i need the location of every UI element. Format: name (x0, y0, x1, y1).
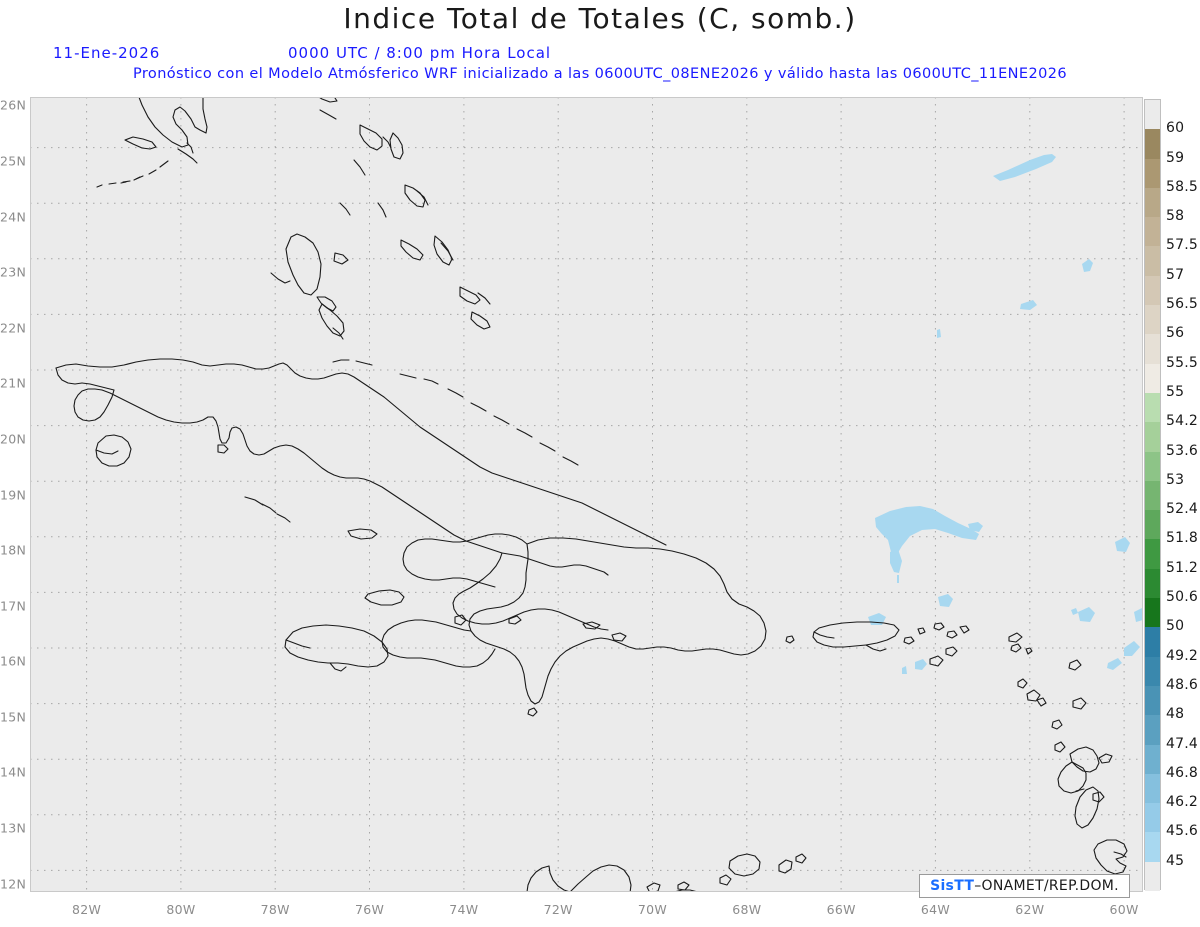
colorbar-tick-label: 55.5 (1166, 354, 1198, 371)
page-title: Indice Total de Totales (C, somb.) (343, 2, 857, 35)
colorbar-segment (1145, 187, 1160, 218)
x-axis-tick-label: 62W (1015, 902, 1045, 917)
x-axis-tick-label: 78W (260, 902, 290, 917)
colorbar-segment (1145, 246, 1160, 276)
y-axis-tick-label: 13N (0, 820, 27, 836)
colorbar-segment (1145, 451, 1160, 481)
y-axis-tick-label: 17N (0, 598, 27, 614)
y-axis-labels: 26N 25N 24N 23N 22N 21N 20N 19N 18N 17N 16N 15N 14N 1… (0, 0, 30, 927)
colorbar-segment (1145, 510, 1160, 540)
x-axis-tick-label: 64W (920, 902, 951, 917)
colorbar-segment (1145, 773, 1160, 804)
y-axis-tick-label: 18N (0, 542, 27, 558)
x-axis-tick-label: 76W (354, 902, 385, 917)
y-axis-tick-label: 20N (0, 431, 27, 447)
colorbar-tick-label: 51.2 (1166, 559, 1198, 576)
y-axis-tick-label: 22N (0, 320, 27, 336)
colorbar-segment (1145, 158, 1160, 188)
colorbar-tick-label: 53.6 (1166, 442, 1198, 459)
colorbar-segment (1145, 744, 1160, 774)
x-axis-tick-label: 80W (166, 902, 196, 917)
colorbar-segment (1145, 363, 1160, 393)
colorbar-segment (1145, 568, 1160, 599)
colorbar-segment (1145, 627, 1160, 657)
y-axis-tick-label: 24N (0, 209, 27, 225)
colorbar-tick-label: 56 (1166, 325, 1185, 342)
colorbar-tick-label: 55 (1166, 383, 1185, 400)
colorbar-segment (1145, 392, 1160, 423)
forecast-description: Pronóstico con el Modelo Atmósferico WRF… (132, 66, 1067, 82)
y-axis-tick-label: 23N (0, 264, 27, 280)
x-axis-tick-label: 70W (637, 902, 668, 917)
colorbar-segment (1145, 861, 1160, 891)
colorbar-tick-label: 59 (1166, 149, 1185, 166)
map-plot-area (30, 97, 1143, 892)
colorbar-segment (1145, 715, 1160, 745)
x-axis-tick-label: 72W (543, 902, 573, 917)
forecast-time: 0000 UTC / 8:00 pm Hora Local (288, 44, 552, 62)
colorbar-segment (1145, 129, 1160, 159)
colorbar-tick-label: 48 (1166, 706, 1185, 723)
colorbar-tick-label: 49.2 (1166, 647, 1198, 664)
colorbar-segment (1145, 100, 1160, 130)
y-axis-tick-label: 21N (0, 375, 27, 391)
attribution-box: SisTT – ONAMET/REP.DOM. (919, 874, 1130, 898)
forecast-date: 11-Ene-2026 (53, 44, 161, 62)
colorbar-tick-label: 46.2 (1166, 794, 1198, 811)
colorbar-segment (1145, 832, 1160, 862)
x-axis-tick-label: 66W (826, 902, 856, 917)
colorbar-tick-label: 52.4 (1166, 501, 1198, 518)
colorbar-segment (1145, 539, 1160, 569)
y-axis-tick-label: 26N (0, 97, 27, 113)
colorbar-tick-label: 53 (1166, 471, 1185, 488)
colorbar-tick-label: 58 (1166, 208, 1185, 225)
attribution-org: ONAMET/REP.DOM. (981, 878, 1119, 894)
subtitle-row: 11-Ene-2026 0000 UTC / 8:00 pm Hora Loca… (0, 44, 1200, 66)
attribution-separator: – (974, 878, 982, 894)
colorbar-tick-label: 51.8 (1166, 530, 1198, 547)
shaded-contour-layer (868, 154, 1143, 674)
colorbar-segment (1145, 422, 1160, 452)
x-axis-tick-label: 74W (449, 902, 479, 917)
colorbar-tick-label: 57.5 (1166, 237, 1198, 254)
y-axis-tick-label: 14N (0, 764, 27, 780)
x-axis-tick-label: 68W (732, 902, 762, 917)
colorbar-tick-label: 58.5 (1166, 178, 1198, 195)
colorbar-tick-label: 46.8 (1166, 764, 1198, 781)
colorbar-segment (1145, 217, 1160, 247)
colorbar-tick-label: 45.6 (1166, 823, 1198, 840)
colorbar-segment (1145, 334, 1160, 364)
colorbar-segment (1145, 480, 1160, 511)
x-axis-tick-label: 60W (1109, 902, 1139, 917)
colorbar-segment (1145, 685, 1160, 716)
colorbar-segment (1145, 305, 1160, 335)
colorbar-segment (1145, 803, 1160, 833)
colorbar-tick-label: 50.6 (1166, 589, 1198, 606)
y-axis-tick-label: 15N (0, 709, 27, 725)
colorbar-tick-label: 45 (1166, 852, 1185, 869)
colorbar-tick-label: 60 (1166, 120, 1185, 137)
sistt-brand: SisTT (930, 878, 975, 894)
colorbar-tick-label: 56.5 (1166, 296, 1198, 313)
y-axis-tick-label: 16N (0, 653, 27, 669)
colorbar-segment (1145, 598, 1160, 628)
y-axis-tick-label: 19N (0, 487, 27, 502)
y-axis-tick-label: 25N (0, 153, 27, 169)
y-axis-tick-label: 12N (0, 876, 27, 892)
colorbar-tick-label: 54.2 (1166, 413, 1198, 430)
colorbar[interactable] (1144, 99, 1161, 891)
colorbar-segment (1145, 275, 1160, 306)
colorbar-tick-label: 47.4 (1166, 735, 1198, 752)
plot-background (30, 97, 1143, 892)
colorbar-tick-label: 48.6 (1166, 676, 1198, 693)
colorbar-tick-label: 50 (1166, 618, 1185, 635)
x-axis-tick-label: 82W (71, 902, 102, 917)
colorbar-tick-label: 57 (1166, 266, 1185, 283)
coastline-layer (55, 97, 1131, 892)
colorbar-segment (1145, 656, 1160, 686)
